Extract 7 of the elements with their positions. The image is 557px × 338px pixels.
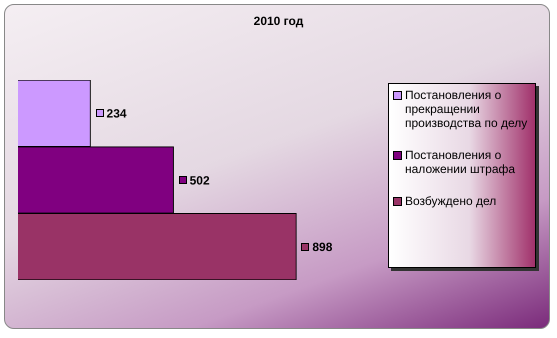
- legend-label: Постановления о прекращении производства по делу: [405, 88, 528, 130]
- chart-title: 2010 год: [252, 14, 304, 28]
- legend-label: Постановления о наложении штрафа: [405, 148, 516, 176]
- data-label: 502: [190, 173, 210, 188]
- text: Возбуждено дел: [405, 194, 496, 208]
- data-label: 898: [312, 240, 333, 254]
- data-label: 234: [106, 106, 127, 121]
